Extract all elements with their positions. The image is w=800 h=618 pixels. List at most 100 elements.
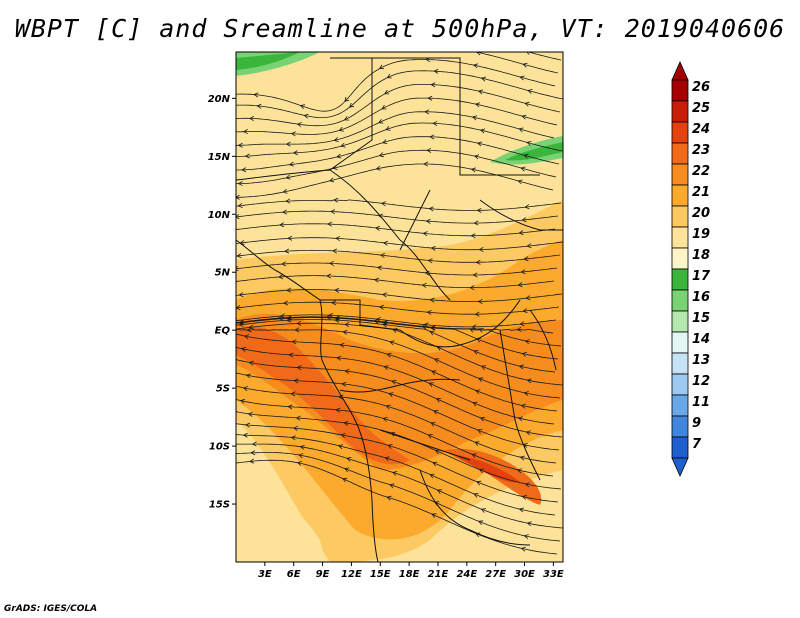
colorbar-label: 12: [692, 374, 710, 389]
streamline-arrowhead: [476, 207, 482, 213]
colorbar-swatch: [671, 331, 689, 354]
streamline-arrowhead: [248, 324, 254, 330]
streamline-arrowhead: [384, 89, 390, 95]
lon-tick-label: 30E: [514, 569, 535, 580]
streamline-arrowhead: [524, 204, 530, 210]
streamline-arrowhead: [249, 458, 255, 464]
streamline-arrowhead: [344, 96, 350, 103]
streamline-arrowhead: [292, 150, 298, 156]
streamline: [474, 52, 559, 74]
streamline-arrowhead: [346, 457, 352, 462]
streamline-arrowhead: [378, 64, 385, 70]
streamline-arrowhead: [392, 471, 398, 476]
streamline-arrowhead: [382, 240, 389, 246]
streamline-arrowhead: [285, 174, 291, 180]
streamline-arrowhead: [338, 126, 344, 132]
lon-tick-label: 15E: [370, 569, 391, 580]
streamline-arrowhead: [429, 134, 435, 140]
streamline-arrowhead: [286, 317, 292, 323]
lon-tick-label: 24E: [456, 569, 477, 580]
streamline: [236, 423, 559, 503]
colorbar-swatch: [671, 100, 689, 123]
streamline-arrowhead: [293, 378, 299, 384]
streamline: [236, 249, 561, 263]
streamline-arrowhead: [245, 373, 252, 379]
streamline-arrowhead: [429, 325, 436, 331]
lat-tick-label: 5S: [216, 384, 230, 395]
streamline-arrowhead: [278, 274, 284, 280]
streamline-arrowhead: [298, 453, 304, 459]
streamline-arrowhead: [246, 327, 252, 333]
streamline-arrowhead: [478, 328, 484, 333]
streamline: [236, 452, 561, 542]
streamline-arrowhead: [375, 317, 382, 323]
streamline-arrowhead: [281, 261, 287, 267]
streamline-arrowhead: [334, 287, 340, 293]
streamline-arrowhead: [426, 310, 432, 316]
streamline-arrowhead: [375, 165, 381, 171]
colorbar-swatch: [671, 247, 689, 270]
colorbar-label: 15: [692, 311, 710, 326]
streamline: [236, 163, 554, 198]
streamline-arrowhead: [332, 248, 338, 254]
colorbar-label: 9: [692, 416, 701, 431]
colorbar-top-arrow: [671, 61, 689, 81]
streamline-arrowhead: [432, 461, 438, 467]
streamline-arrowhead: [389, 483, 395, 489]
streamline-arrowhead: [242, 386, 249, 392]
colorbar-swatch: [671, 352, 689, 375]
streamline-arrowhead: [287, 235, 293, 241]
lon-tick-label: 9E: [316, 569, 330, 580]
streamline: [236, 385, 557, 464]
streamline: [236, 199, 562, 211]
streamline-arrowhead: [340, 433, 346, 439]
streamline-arrowhead: [473, 350, 479, 355]
streamline-arrowhead: [253, 92, 259, 98]
streamline-arrowhead: [519, 455, 525, 461]
streamline-arrowhead: [428, 206, 434, 212]
streamline-arrowhead: [523, 153, 529, 159]
streamline-arrowhead: [472, 401, 478, 407]
streamline-arrowhead: [333, 197, 339, 203]
streamline-arrowhead: [433, 358, 440, 363]
streamline-arrowhead: [335, 236, 341, 242]
streamline-arrowhead: [477, 429, 483, 434]
streamline-arrowhead: [518, 507, 525, 513]
streamline-arrowhead: [518, 230, 524, 236]
streamline-arrowhead: [326, 273, 332, 279]
colorbar-swatch: [671, 142, 689, 165]
streamline-arrowhead: [471, 115, 478, 121]
streamline-arrowhead: [295, 415, 301, 421]
streamline-arrowhead: [473, 493, 479, 498]
streamline-arrowhead: [475, 259, 481, 265]
streamline-arrowhead: [524, 339, 530, 345]
streamline: [236, 122, 563, 157]
streamline-arrowhead: [376, 265, 383, 271]
streamline-arrowhead: [469, 285, 475, 291]
streamline-arrowhead: [296, 122, 302, 128]
streamline-arrowhead: [430, 245, 436, 251]
colorbar-label: 23: [692, 143, 710, 158]
streamline-arrowhead: [344, 368, 350, 374]
streamline-arrowhead: [523, 534, 529, 540]
streamline-arrowhead: [516, 326, 522, 332]
streamline-arrowhead: [249, 116, 255, 122]
streamline-arrowhead: [342, 477, 348, 483]
streamline-arrowhead: [348, 102, 355, 108]
streamline-arrowhead: [424, 109, 430, 115]
streamline-arrowhead: [433, 68, 439, 74]
streamline-arrowhead: [480, 76, 487, 82]
streamline-arrowhead: [283, 300, 289, 306]
lon-tick-label: 12E: [341, 569, 362, 580]
streamline-arrowhead: [343, 115, 350, 121]
lon-tick-label: 33E: [543, 569, 564, 580]
streamline-arrowhead: [389, 340, 395, 346]
streamline-arrowhead: [472, 272, 478, 278]
wbpt-field-19-south: [236, 470, 325, 562]
colorbar-label: 11: [692, 395, 710, 410]
streamline-arrowhead: [473, 220, 479, 226]
streamline-arrowhead: [421, 282, 427, 288]
streamline-arrowhead: [474, 311, 480, 317]
streamline-arrowhead: [288, 161, 294, 167]
